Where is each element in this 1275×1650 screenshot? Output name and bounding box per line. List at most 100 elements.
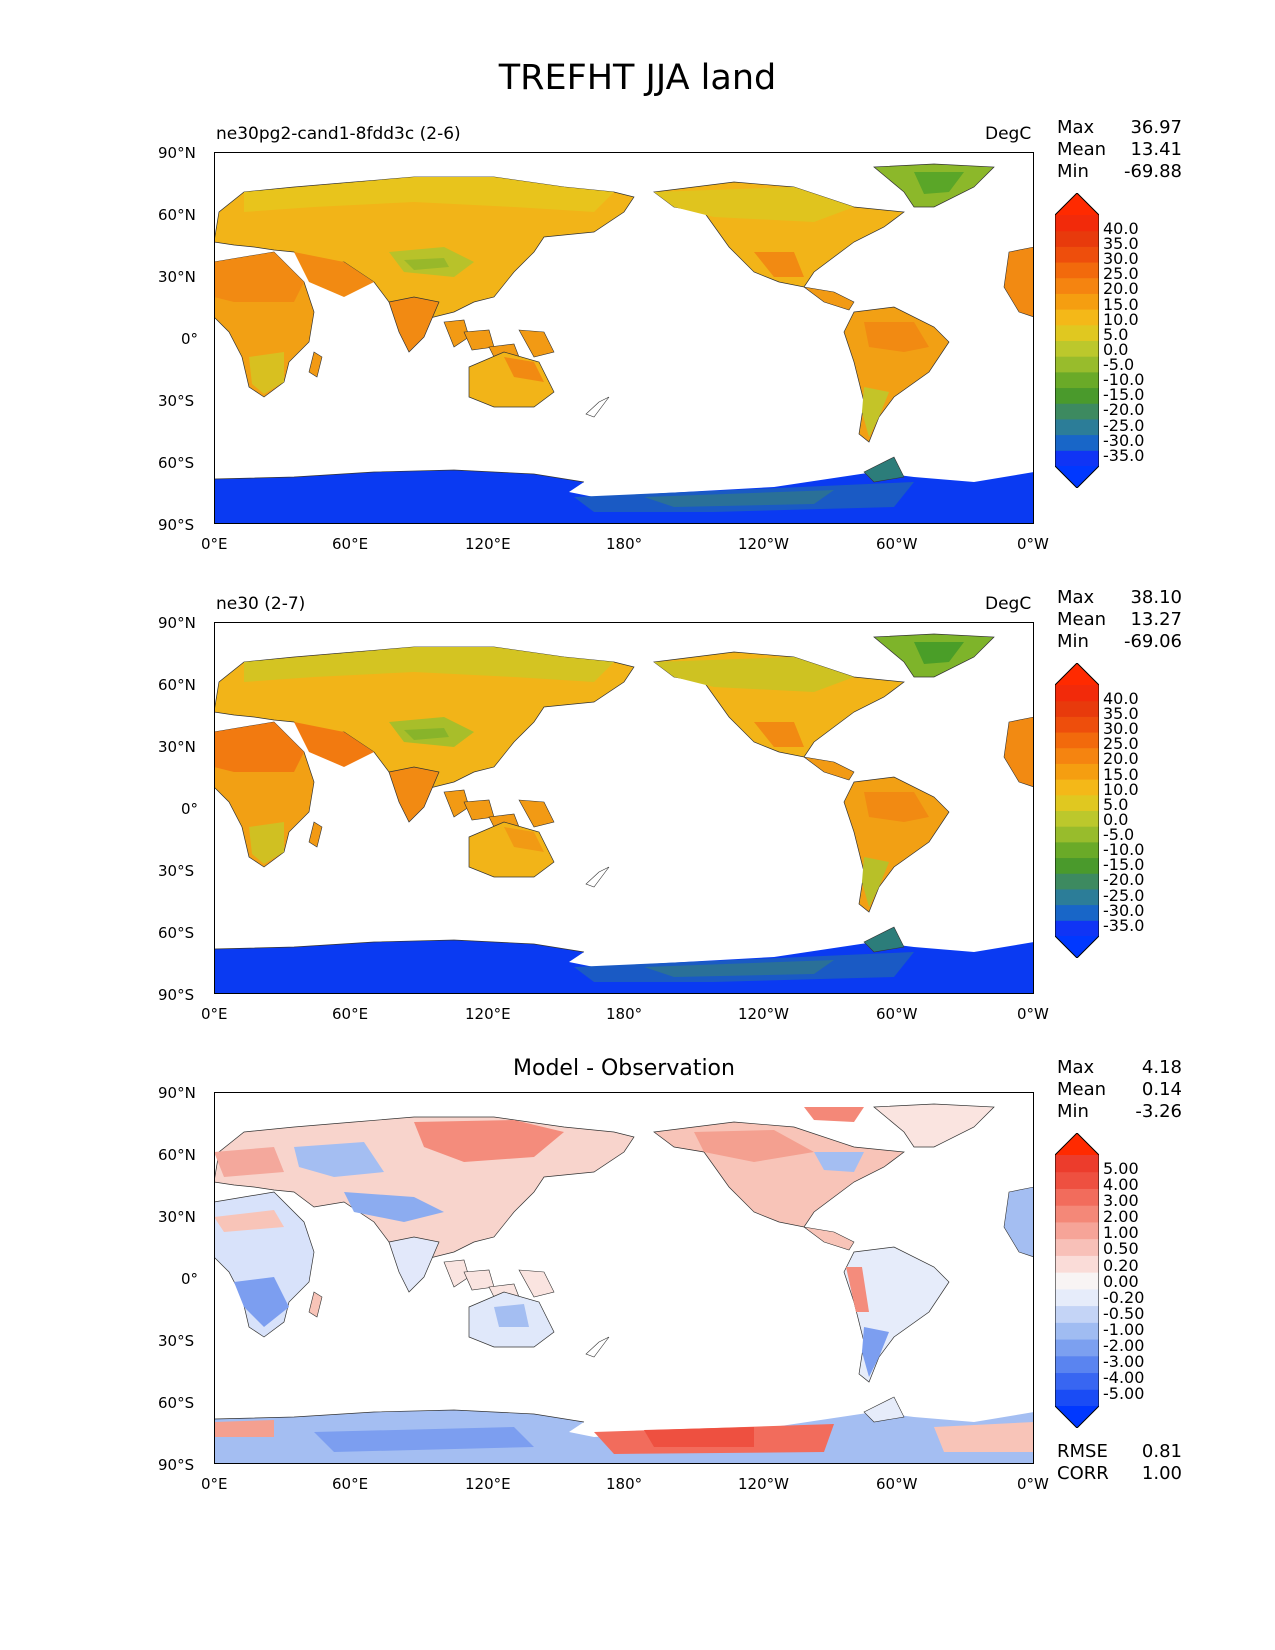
map-border bbox=[214, 1092, 1034, 1464]
lat-tick-30n: 30°N bbox=[158, 738, 196, 756]
lat-tick-90n: 90°N bbox=[158, 614, 196, 632]
stat-mean-value: 0.14 bbox=[1141, 1079, 1182, 1100]
colorbar-segment bbox=[1055, 1238, 1099, 1256]
lon-tick-60e: 60°E bbox=[332, 1475, 369, 1493]
india-landmass bbox=[388, 766, 440, 823]
colorbar-tick-label: -30.0 bbox=[1103, 430, 1145, 450]
colorbar-tick-label: 40.0 bbox=[1103, 219, 1139, 238]
colorbar-segment bbox=[1055, 1255, 1099, 1273]
figure-title: TREFHT JJA land bbox=[498, 58, 777, 98]
colorbar-segment bbox=[1055, 434, 1099, 451]
stat-rmse-value: 0.81 bbox=[1141, 1441, 1182, 1462]
colorbar-segment bbox=[1055, 1339, 1099, 1357]
colorbar-tick-label: 25.0 bbox=[1103, 264, 1139, 284]
colorbar-segment bbox=[1055, 1205, 1099, 1223]
colorbar-segment bbox=[1055, 716, 1099, 733]
colorbar-tick-label: 5.0 bbox=[1103, 794, 1129, 814]
lon-tick-0w: 0°W bbox=[1017, 535, 1049, 553]
colorbar-tick-label: 0.50 bbox=[1103, 1239, 1139, 1259]
colorbar-tick-label: 30.0 bbox=[1103, 249, 1139, 269]
stat-mean-value: 13.41 bbox=[1130, 139, 1182, 160]
lon-tick-180: 180° bbox=[606, 1475, 643, 1493]
colorbar-segment bbox=[1055, 747, 1099, 764]
colorbar-segment bbox=[1055, 1322, 1099, 1340]
stat-max-value: 4.18 bbox=[1141, 1057, 1182, 1078]
map-frame bbox=[214, 622, 1034, 994]
lat-tick-0: 0° bbox=[181, 800, 199, 818]
stat-max-value: 36.97 bbox=[1130, 117, 1182, 138]
colorbar-segment bbox=[1055, 1355, 1099, 1374]
colorbar-tick-label: -25.0 bbox=[1103, 415, 1145, 435]
colorbar-segment bbox=[1055, 920, 1099, 937]
lon-tick-120w: 120°W bbox=[738, 535, 789, 553]
lon-tick-0e: 0°E bbox=[201, 1475, 228, 1493]
colorbar-segment bbox=[1055, 246, 1099, 263]
lat-tick-30n: 30°N bbox=[158, 268, 196, 286]
colorbar-segment bbox=[1055, 810, 1099, 827]
temperature-map bbox=[214, 622, 1034, 994]
colorbar-tick-label: 35.0 bbox=[1103, 234, 1139, 254]
colorbar-tick-label: -10.0 bbox=[1103, 370, 1145, 390]
lon-tick-120e: 120°E bbox=[465, 535, 511, 553]
colorbar-segment bbox=[1055, 763, 1099, 780]
colorbar-segment bbox=[1055, 685, 1099, 702]
lat-tick-0: 0° bbox=[181, 1270, 199, 1288]
colorbar-extend-min bbox=[1055, 1406, 1099, 1428]
greenland-landmass bbox=[873, 1103, 995, 1148]
colorbar-tick-label: 5.00 bbox=[1103, 1159, 1139, 1178]
colorbar-segment bbox=[1055, 1221, 1099, 1240]
colorbar-tick-label: 2.00 bbox=[1103, 1207, 1139, 1227]
colorbar-tick-label: -3.00 bbox=[1103, 1352, 1145, 1372]
stat-mean-label: Mean bbox=[1057, 609, 1107, 630]
colorbar-segment bbox=[1055, 309, 1099, 326]
colorbar-graphic bbox=[1054, 1132, 1100, 1429]
colorbar-segment bbox=[1055, 888, 1099, 906]
colorbar-tick-label: 40.0 bbox=[1103, 689, 1139, 708]
colorbar-segment bbox=[1055, 1389, 1099, 1407]
lon-tick-180: 180° bbox=[606, 1005, 643, 1023]
colorbar-tick-label: -1.00 bbox=[1103, 1319, 1145, 1339]
lon-tick-0e: 0°E bbox=[201, 1005, 228, 1023]
lat-tick-0: 0° bbox=[181, 330, 199, 348]
colorbar-tick-label: 20.0 bbox=[1103, 749, 1139, 769]
colorbar-extend-max bbox=[1055, 193, 1099, 215]
stat-max-label: Max bbox=[1057, 1057, 1095, 1078]
colorbar-tick-label: 25.0 bbox=[1103, 734, 1139, 754]
stat-max-label: Max bbox=[1057, 587, 1095, 608]
colorbar-extend-max bbox=[1055, 1133, 1099, 1155]
panel-units: DegC bbox=[985, 594, 1032, 614]
lat-tick-60n: 60°N bbox=[158, 1146, 196, 1164]
colorbar-tick-label: -25.0 bbox=[1103, 885, 1145, 905]
colorbar-tick-label: -30.0 bbox=[1103, 900, 1145, 920]
colorbar-tick-label: 15.0 bbox=[1103, 764, 1139, 784]
colorbar-segment bbox=[1055, 215, 1099, 232]
colorbar-segment bbox=[1055, 1288, 1099, 1307]
colorbar-extend-min bbox=[1055, 466, 1099, 488]
lon-tick-60e: 60°E bbox=[332, 535, 369, 553]
colorbar-segment bbox=[1055, 450, 1099, 467]
colorbar-segment bbox=[1055, 794, 1099, 811]
lon-tick-180: 180° bbox=[606, 535, 643, 553]
colorbar-segment bbox=[1055, 371, 1099, 389]
colorbar-tick-label: 10.0 bbox=[1103, 779, 1139, 799]
lat-tick-60s: 60°S bbox=[158, 454, 195, 472]
lat-tick-60s: 60°S bbox=[158, 1394, 195, 1412]
colorbar-tick-label: -5.0 bbox=[1103, 355, 1135, 375]
panel-left-title: ne30 (2-7) bbox=[216, 594, 306, 614]
lon-tick-120w: 120°W bbox=[738, 1475, 789, 1493]
stat-mean-value: 13.27 bbox=[1130, 609, 1182, 630]
stat-min-value: -69.88 bbox=[1123, 161, 1182, 182]
colorbar-segment bbox=[1055, 1171, 1099, 1189]
panel-left-title: ne30pg2-cand1-8fdd3c (2-6) bbox=[216, 124, 461, 144]
lat-tick-90s: 90°S bbox=[158, 516, 195, 534]
stat-max-label: Max bbox=[1057, 117, 1095, 138]
colorbar-segment bbox=[1055, 779, 1099, 796]
difference-map bbox=[214, 1092, 1034, 1464]
lat-tick-30n: 30°N bbox=[158, 1208, 196, 1226]
lon-tick-120e: 120°E bbox=[465, 1475, 511, 1493]
colorbar-tick-label: -0.20 bbox=[1103, 1287, 1145, 1307]
colorbar-segment bbox=[1055, 403, 1099, 420]
stat-corr-label: CORR bbox=[1057, 1463, 1109, 1484]
lat-tick-30s: 30°S bbox=[158, 862, 195, 880]
colorbar-tick-label: -35.0 bbox=[1103, 445, 1145, 465]
